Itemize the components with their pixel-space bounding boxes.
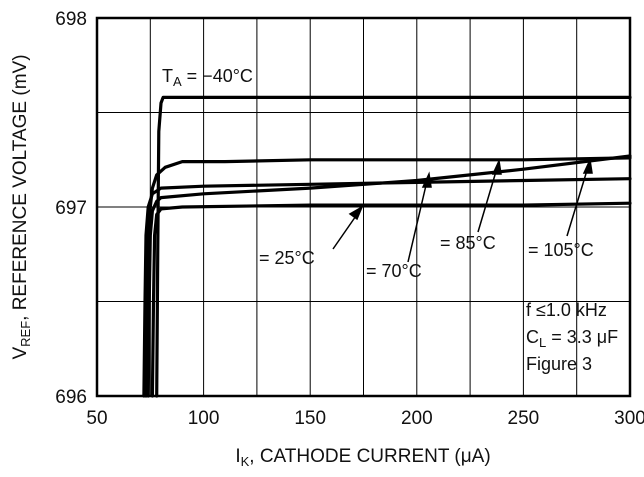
annotation-85c: = 85°C: [440, 233, 496, 253]
arrow-25c: [332, 212, 359, 250]
y-tick-label: 697: [55, 198, 87, 219]
y-axis-title: VREF, REFERENCE VOLTAGE (mV): [10, 54, 33, 359]
series-line-1: [144, 156, 632, 398]
annotation-ta: TA = −40°C: [162, 66, 253, 89]
arrow-85c: [477, 167, 498, 233]
x-tick-label: 200: [401, 408, 433, 429]
arrowhead-70c: [421, 171, 432, 188]
x-tick-label: 100: [188, 408, 220, 429]
series-line-3: [146, 154, 632, 398]
x-tick-label: 150: [294, 408, 326, 429]
y-tick-label: 696: [55, 387, 87, 408]
arrowhead-25c: [348, 205, 364, 221]
annotation-70c: = 70°C: [366, 261, 422, 281]
x-tick-labels: 50 100 150 200 250 300: [86, 408, 644, 429]
annotation-figure: Figure 3: [526, 354, 592, 374]
x-axis-title: IK, CATHODE CURRENT (μA): [235, 446, 490, 469]
annotation-frequency: f ≤1.0 kHz: [526, 300, 607, 320]
arrowhead-105c: [582, 157, 593, 174]
y-tick-label: 698: [55, 9, 87, 30]
series-group: [142, 95, 632, 398]
x-tick-label: 300: [614, 408, 644, 429]
x-tick-label: 250: [508, 408, 540, 429]
x-tick-label: 50: [86, 408, 107, 429]
annotation-25c: = 25°C: [259, 248, 315, 268]
arrowhead-85c: [491, 158, 502, 175]
y-tick-labels: 696 697 698: [55, 9, 87, 408]
arrow-70c: [407, 180, 428, 263]
arrow-105c: [566, 166, 589, 237]
series-line-2: [142, 177, 632, 398]
series-line-4: [150, 201, 632, 398]
annotation-105c: = 105°C: [528, 240, 594, 260]
arrows-group: [332, 157, 593, 263]
annotation-cl: CL = 3.3 μF: [526, 327, 618, 350]
